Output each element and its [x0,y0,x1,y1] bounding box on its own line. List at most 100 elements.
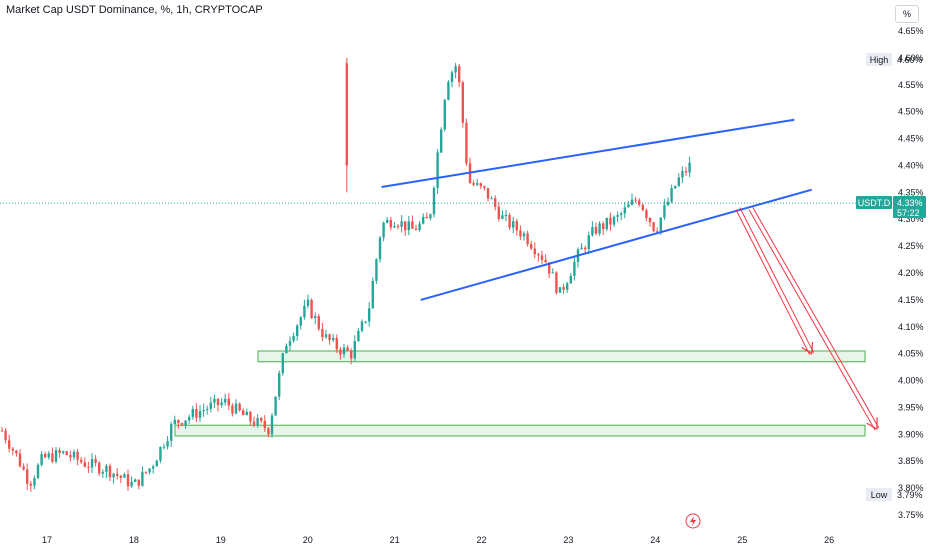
candle-body [263,420,266,429]
high-tag-label: High [870,55,889,65]
candle-body [148,468,151,473]
candle-body [65,451,68,456]
percent-scale-button[interactable]: % [895,5,919,23]
candle-body [198,411,202,418]
candle-body [414,228,418,231]
candle-body [443,99,446,130]
candle-body [486,187,490,199]
candle-body [162,446,166,448]
candle-body [191,408,194,417]
candle-body [18,453,22,467]
last-price-value: 4.33% [897,198,923,208]
candle-body [522,233,526,237]
candle-body [656,231,659,233]
candle-body [389,220,392,228]
candle-body [310,299,313,319]
candle-body [360,321,364,331]
candle-body [11,448,14,451]
candle-body [33,478,36,486]
candle-body [206,408,209,410]
candle-body [274,396,277,416]
arrow-shaft [739,207,815,353]
candle-body [296,325,299,337]
candle-body [558,287,562,293]
candle-body [166,440,169,447]
lightning-icon[interactable] [685,513,701,529]
candle-body [418,223,421,231]
candle-body [386,220,389,223]
candle-body [195,408,198,418]
candle-body [587,235,590,250]
candle-body [339,349,342,355]
candle-body [285,345,288,354]
low-tag-label: Low [871,490,888,500]
candle-body [278,373,281,397]
candle-body [641,204,644,211]
candle-body [594,226,598,234]
candle-body [159,446,162,461]
candle-body [400,221,403,227]
candle-body [126,474,130,487]
candle-body [688,162,691,173]
candle-body [202,409,205,412]
x-tick-label: 23 [563,535,573,545]
candle-body [69,455,72,458]
candle-body [533,248,536,255]
candle-body [47,453,50,458]
candle-body [562,287,565,290]
candle-body [393,225,396,228]
candle-body [141,471,144,486]
last-price-tag[interactable]: USDT.D 4.33% 57:22 [856,196,926,218]
candle-body [674,185,677,189]
candle-body [101,471,104,474]
candle-body [90,459,94,468]
candle-body [681,171,684,178]
candle-body [317,316,320,329]
x-tick-label: 19 [216,535,226,545]
candle-body [612,216,616,225]
candle-body [98,462,101,474]
candle-body [345,63,349,166]
high-tag: High 4.60% [866,53,923,66]
candle-body [490,198,493,200]
candle-body [292,336,295,341]
candle-body [551,272,554,274]
candle-body [180,422,184,426]
candle-body [58,450,61,453]
support-zone [174,424,866,437]
candle-body [346,347,349,351]
candle-body [472,183,475,185]
candle-body [659,217,662,232]
x-tick-label: 25 [737,535,747,545]
candle-body [609,217,612,225]
candle-body [411,221,414,229]
candle-body [627,204,630,208]
symbol-label: USDT.D [858,198,891,208]
candle-body [515,221,518,231]
y-tick-label: 3.90% [898,429,924,439]
candle-body [224,398,227,403]
candle-body [242,410,245,416]
candle-body [184,420,187,426]
candle-body [267,428,270,435]
candle-body [155,460,158,467]
low-tag: Low 3.79% [866,488,923,501]
y-tick-label: 4.30% [898,214,924,224]
candle-body [321,328,324,338]
candle-body [209,402,212,409]
y-tick-label: 4.55% [898,80,924,90]
candle-body [461,82,464,123]
candle-body [119,475,122,478]
candle-body [375,259,378,281]
candle-body [663,205,666,218]
candle-body [170,423,173,441]
candle-body [29,483,32,486]
candle-body [54,450,58,462]
x-tick-label: 17 [42,535,52,545]
candle-body [540,255,544,260]
trendlines [381,118,812,301]
trendline[interactable] [420,188,812,301]
y-tick-label: 4.20% [898,268,924,278]
trendline[interactable] [381,118,795,188]
